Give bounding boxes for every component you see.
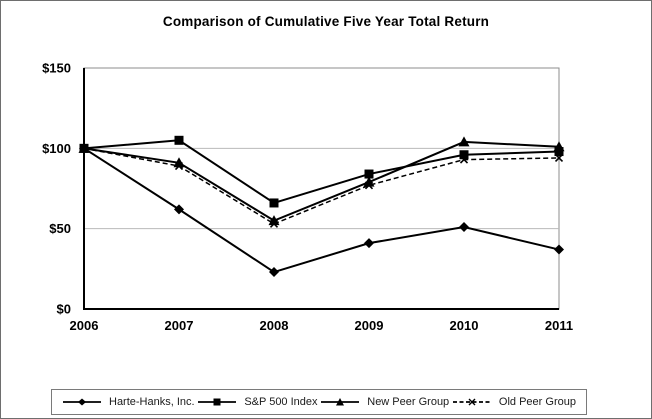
triangle-marker-icon — [363, 176, 375, 187]
y-tick-label: $50 — [49, 221, 71, 236]
x-tick-label: 2008 — [260, 318, 289, 333]
series-line-new-peer-group — [83, 140, 560, 222]
diamond-marker-icon — [364, 238, 374, 249]
triangle-marker-icon — [458, 136, 470, 147]
series-line-s-p-500-index — [83, 139, 560, 205]
legend-item-harte-hanks-inc: Harte-Hanks, Inc. — [62, 396, 195, 408]
legend-item-old-peer-group: Old Peer Group — [452, 396, 576, 408]
triangle-marker-icon — [173, 157, 185, 168]
x-tick-label: 2006 — [70, 318, 99, 333]
x-tick-label: 2011 — [545, 318, 573, 333]
square-marker-icon — [364, 169, 374, 179]
square-marker-icon — [269, 198, 279, 208]
chart-title: Comparison of Cumulative Five Year Total… — [162, 14, 490, 29]
x-tick-label: 2007 — [165, 318, 194, 333]
legend-item-s-p-500-index: S&P 500 Index — [197, 396, 318, 408]
diamond-marker-icon — [554, 244, 564, 255]
diamond-marker-icon — [63, 398, 101, 406]
triangle-marker-icon — [321, 398, 360, 406]
square-marker-icon — [459, 150, 469, 160]
legend-label: Old Peer Group — [498, 396, 576, 408]
y-tick-label: $150 — [42, 61, 71, 76]
square-marker-icon — [554, 147, 564, 157]
legend: Harte-Hanks, Inc. S&P 500 Index New Peer G… — [51, 389, 587, 415]
x-tick-label: 2010 — [450, 318, 479, 333]
square-marker-icon — [198, 398, 237, 406]
series-line-harte-hanks-inc — [83, 147, 560, 274]
square-marker-icon — [174, 135, 184, 145]
plot-area: $0 $50 $100 $150 2006 2007 2008 2009 2010 2011 — [42, 61, 573, 334]
legend-label: S&P 500 Index — [244, 396, 318, 408]
diamond-marker-icon — [459, 222, 469, 233]
legend-label: New Peer Group — [367, 396, 450, 408]
legend-item-new-peer-group: New Peer Group — [320, 396, 449, 408]
legend-label: Harte-Hanks, Inc. — [109, 396, 195, 408]
y-tick-label: $100 — [42, 141, 71, 156]
y-tick-label: $0 — [57, 302, 71, 317]
series-line-old-peer-group — [83, 147, 560, 225]
diamond-marker-icon — [269, 267, 279, 278]
triangle-marker-icon — [268, 215, 280, 226]
diamond-marker-icon — [174, 204, 184, 215]
square-marker-icon — [79, 143, 89, 153]
x-tick-label: 2009 — [355, 318, 384, 333]
x-marker-icon — [452, 398, 491, 406]
